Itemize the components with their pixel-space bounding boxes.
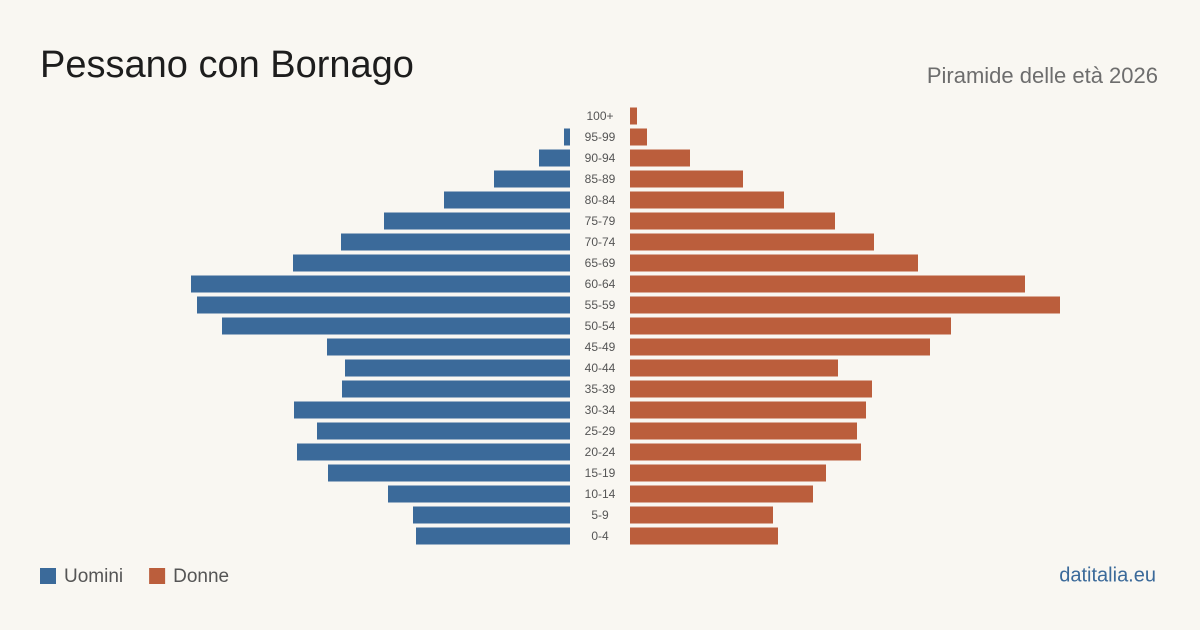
chart-title: Pessano con Bornago [40,44,414,86]
age-label: 25-29 [585,424,616,438]
male-bar [564,128,570,146]
male-bar [297,443,570,461]
age-label: 40-44 [585,361,616,375]
female-bar [630,359,838,377]
female-bar [630,338,930,356]
male-bar [294,401,570,419]
female-bar [630,296,1060,314]
male-bar [416,527,570,545]
age-label: 60-64 [585,277,616,291]
female-bar [630,254,918,272]
female-bar [630,527,778,545]
age-label: 90-94 [585,151,616,165]
female-bar [630,149,690,167]
female-bar [630,317,951,335]
male-bar [494,170,570,188]
age-label: 0-4 [591,529,609,543]
male-bar [222,317,570,335]
age-label: 5-9 [591,508,609,522]
male-bar [341,233,570,251]
female-bar [630,275,1025,293]
age-label: 75-79 [585,214,616,228]
age-label: 65-69 [585,256,616,270]
female-bar [630,506,773,524]
source: datitalia.eu [1059,564,1156,586]
chart-subtitle: Piramide delle età 2026 [927,63,1158,88]
female-bar [630,212,835,230]
legend-swatch [149,568,166,584]
age-label: 85-89 [585,172,616,186]
male-bar [197,296,570,314]
female-bar [630,107,637,125]
female-bar [630,380,872,398]
age-label: 55-59 [585,298,616,312]
female-bar [630,128,647,146]
male-bar [293,254,570,272]
male-bar [342,380,570,398]
female-bar [630,191,784,209]
female-bar [630,422,857,440]
legend-swatch [40,568,56,584]
male-bar [191,275,570,293]
age-label: 35-39 [585,382,616,396]
male-bar [388,485,570,503]
female-bar [630,170,743,188]
female-bar [630,464,826,482]
legend-label: Donne [173,566,229,587]
male-bar [327,338,570,356]
female-bar [630,401,866,419]
age-label: 20-24 [585,445,616,459]
female-bar [630,233,874,251]
legend-label: Uomini [64,566,123,587]
age-label: 50-54 [585,319,616,333]
male-bar [317,422,570,440]
age-label: 95-99 [585,130,616,144]
age-label: 100+ [586,109,613,123]
age-label: 10-14 [585,487,616,501]
male-bar [413,506,570,524]
age-label: 15-19 [585,466,616,480]
male-bar [345,359,570,377]
male-bar [384,212,570,230]
male-bar [539,149,570,167]
age-label: 70-74 [585,235,616,249]
age-label: 45-49 [585,340,616,354]
male-bar [328,464,570,482]
female-bar [630,443,861,461]
age-label: 30-34 [585,403,616,417]
male-bar [444,191,570,209]
age-label: 80-84 [585,193,616,207]
female-bar [630,485,813,503]
